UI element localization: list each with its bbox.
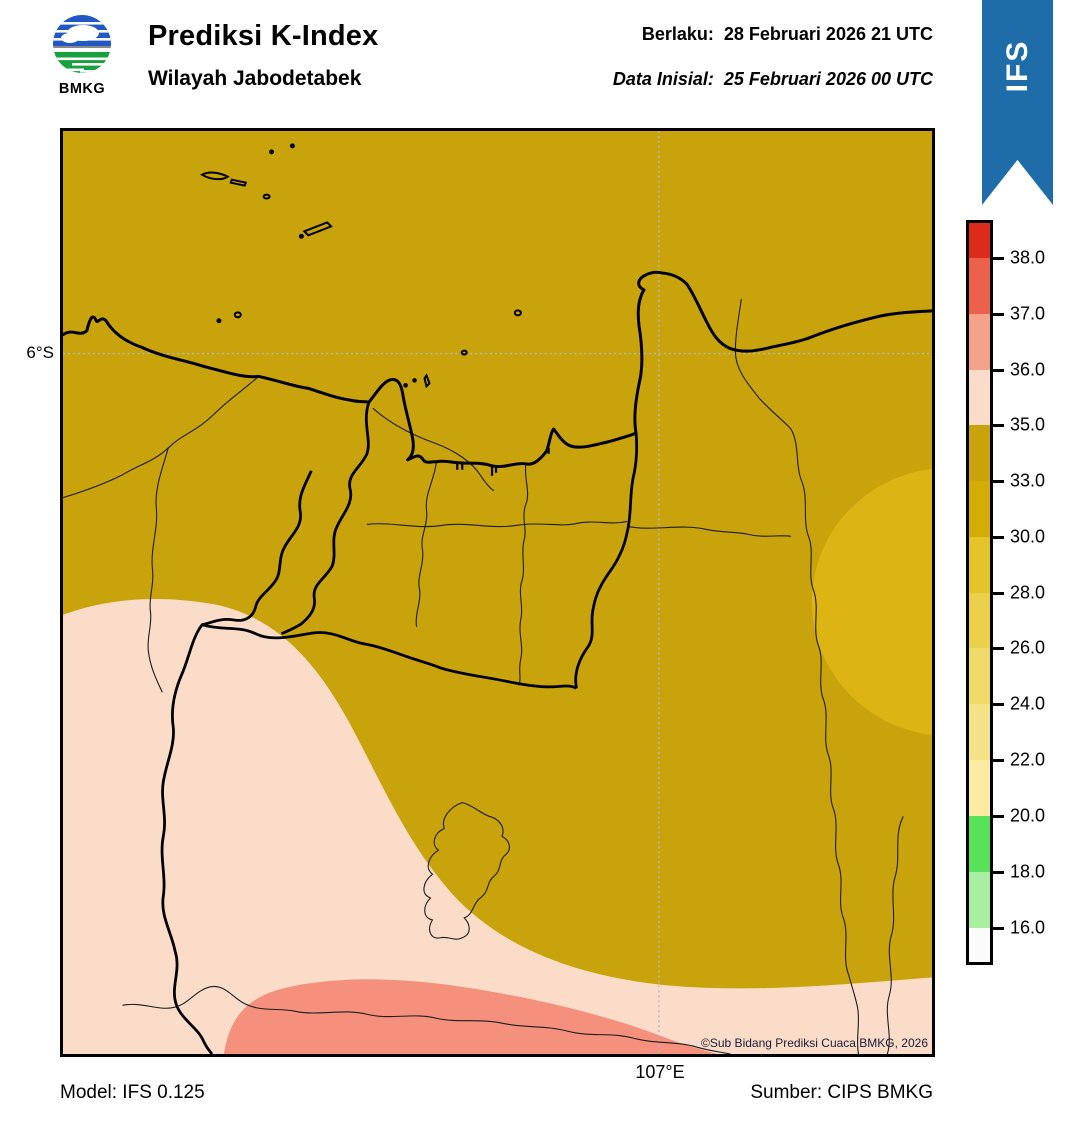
colorbar-segment xyxy=(969,314,990,370)
model-ribbon: IFS xyxy=(982,0,1053,205)
colorbar-tick-mark xyxy=(993,256,1004,260)
model-footnote: Model: IFS 0.125 xyxy=(60,1082,205,1103)
region-k35-36 xyxy=(63,599,932,1054)
admin-boundaries-thick xyxy=(160,401,639,1055)
admin-boundaries-thin xyxy=(62,298,904,1055)
page-title: Prediksi K-Index xyxy=(148,20,379,52)
colorbar-tick-label: 33.0 xyxy=(1010,470,1046,491)
pier-marks xyxy=(456,447,550,476)
colorbar-segment xyxy=(969,872,990,928)
colorbar-segment xyxy=(969,425,990,481)
colorbar-segment xyxy=(969,593,990,648)
colorbar-tick-label: 36.0 xyxy=(1010,359,1046,380)
islands xyxy=(200,143,522,389)
colorbar-segment xyxy=(969,760,990,816)
colorbar-tick-label: 28.0 xyxy=(1010,582,1046,603)
colorbar-tick-mark xyxy=(993,926,1004,930)
initial-time-row: Data Inisial: 25 Februari 2026 00 UTC xyxy=(613,69,933,90)
colorbar-ticks: 38.0 37.0 36.0 35.0 33.0 30.0 28.0 26.0 24.0 22.0… xyxy=(993,223,1072,962)
colorbar-segment xyxy=(969,258,990,314)
region-k36-37 xyxy=(223,979,717,1054)
colorbar-tick-mark xyxy=(993,870,1004,874)
lon-axis-label: 107°E xyxy=(635,1062,685,1082)
colorbar-segment xyxy=(969,370,990,425)
valid-time-row: Berlaku: 28 Februari 2026 21 UTC xyxy=(642,24,933,45)
bmkg-logo-icon xyxy=(53,15,111,73)
colorbar-tick-mark xyxy=(993,479,1004,483)
colorbar-tick-mark xyxy=(993,312,1004,316)
colorbar-tick-label: 30.0 xyxy=(1010,526,1046,547)
initial-time-value: 25 Februari 2026 00 UTC xyxy=(723,69,933,89)
map-copyright: ©Sub Bidang Prediksi Cuaca BMKG, 2026 xyxy=(701,1036,928,1050)
colorbar-tick-mark xyxy=(993,758,1004,762)
bmkg-logo: BMKG xyxy=(50,12,114,97)
colorbar-tick-label: 26.0 xyxy=(1010,637,1046,658)
colorbar-tick-mark xyxy=(993,702,1004,706)
coastline xyxy=(61,270,934,469)
colorbar-tick-label: 35.0 xyxy=(1010,414,1046,435)
page-subtitle: Wilayah Jabodetabek xyxy=(148,67,362,90)
colorbar-segment xyxy=(969,481,990,537)
colorbar-segment xyxy=(969,223,990,258)
colorbar-segments xyxy=(966,220,993,965)
colorbar-segment xyxy=(969,537,990,593)
forecast-map: ©Sub Bidang Prediksi Cuaca BMKG, 2026 xyxy=(60,128,1072,1057)
colorbar-segment xyxy=(969,816,990,872)
map-canvas xyxy=(61,131,1072,1055)
bmkg-logo-label: BMKG xyxy=(58,81,106,97)
colorbar-tick-label: 16.0 xyxy=(1010,917,1046,938)
valid-time-label: Berlaku: xyxy=(641,24,714,44)
colorbar-tick-mark xyxy=(993,814,1004,818)
lat-axis-label: 6°S xyxy=(26,343,54,362)
colorbar-tick-label: 22.0 xyxy=(1010,749,1046,770)
colorbar-tick-mark xyxy=(993,423,1004,427)
model-ribbon-label: IFS xyxy=(1000,39,1034,93)
source-footnote: Sumber: CIPS BMKG xyxy=(750,1082,933,1103)
colorbar-tick-mark xyxy=(993,646,1004,650)
colorbar-tick-label: 20.0 xyxy=(1010,805,1046,826)
colorbar-segment xyxy=(969,928,990,962)
valid-time-value: 28 Februari 2026 21 UTC xyxy=(723,24,933,44)
colorbar-tick-label: 37.0 xyxy=(1010,303,1046,324)
initial-time-label: Data Inisial: xyxy=(612,69,714,89)
colorbar-tick-label: 38.0 xyxy=(1010,247,1046,268)
colorbar-tick-mark xyxy=(993,591,1004,595)
colorbar-tick-mark xyxy=(993,535,1004,539)
colorbar-tick-mark xyxy=(993,368,1004,372)
colorbar-tick-label: 18.0 xyxy=(1010,861,1046,882)
colorbar-segment xyxy=(969,704,990,760)
colorbar-segment xyxy=(969,648,990,704)
colorbar-tick-label: 24.0 xyxy=(1010,693,1046,714)
